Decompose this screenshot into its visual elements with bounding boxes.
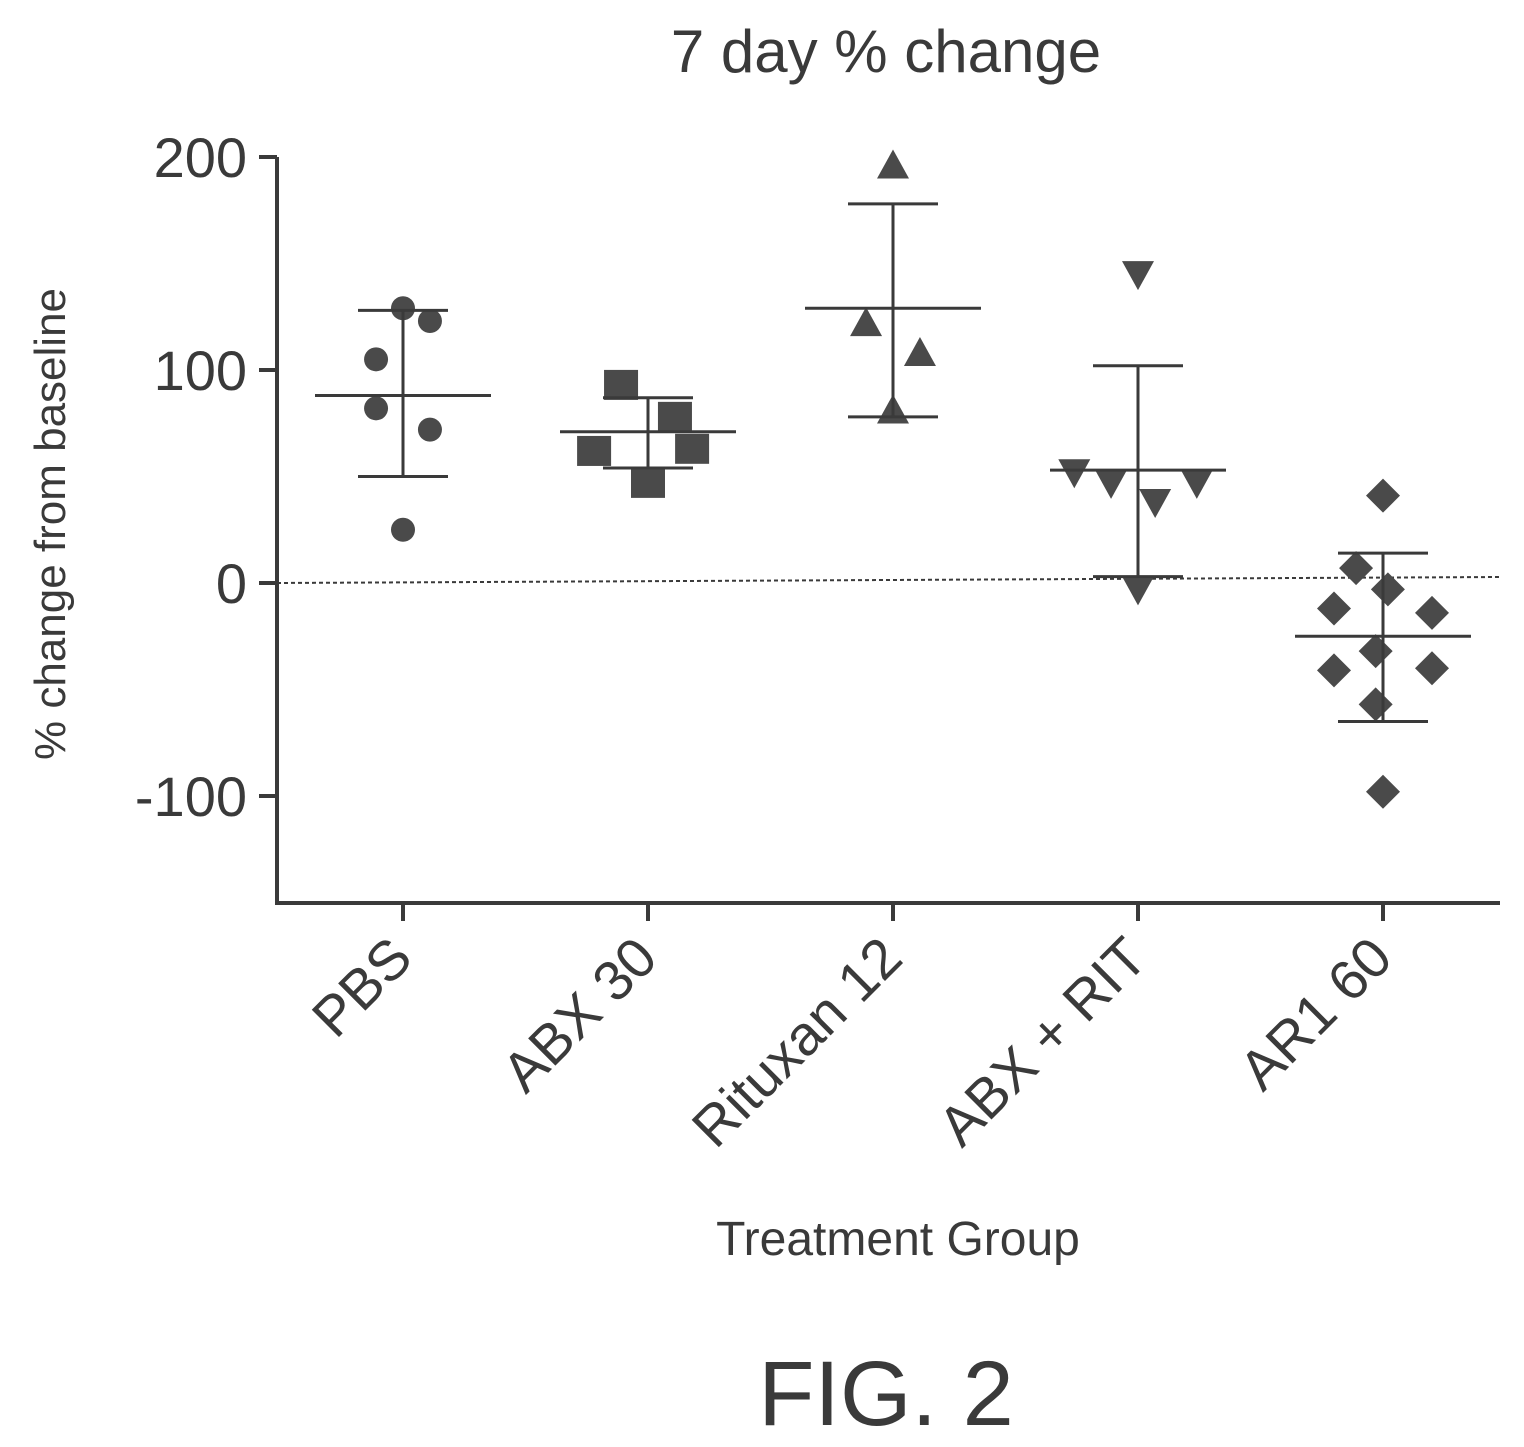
data-point (1095, 469, 1128, 499)
x-tick-label: ABX 30 (490, 925, 669, 1104)
data-point (364, 347, 389, 372)
y-tick-label: 0 (216, 552, 247, 615)
y-tick-label: -100 (135, 765, 247, 828)
data-point (577, 435, 612, 466)
data-point (903, 336, 936, 366)
figure-label: FIG. 2 (758, 1343, 1014, 1445)
data-point (391, 517, 415, 542)
data-point (1180, 469, 1213, 499)
data-point (1058, 459, 1091, 489)
data-point (1122, 261, 1154, 291)
data-point (850, 307, 883, 337)
data-point (631, 467, 665, 498)
data-point (1415, 651, 1449, 686)
data-point (1122, 576, 1154, 606)
data-point (364, 396, 389, 421)
x-tick-label: PBS (300, 925, 424, 1049)
data-point (877, 149, 909, 179)
data-point (604, 369, 639, 400)
plot-area: -100 0 100 200 PBS ABX 30 Rituxan 12 ABX + RIT A… (135, 126, 1501, 1159)
data-point (1139, 489, 1172, 519)
data-point (391, 296, 415, 321)
data-point (1366, 478, 1400, 513)
data-point (1339, 551, 1374, 586)
y-tick-label: 200 (154, 126, 247, 189)
x-tick-label: ABX + RIT (926, 925, 1159, 1158)
data-point (1366, 774, 1400, 809)
y-tick-label: 100 (154, 339, 247, 402)
data-point (417, 417, 442, 442)
y-axis-label: % change from baseline (26, 288, 75, 760)
x-axis-label: Treatment Group (716, 1213, 1080, 1266)
data-point (417, 309, 442, 334)
data-point (1358, 634, 1393, 669)
data-point (1317, 591, 1351, 626)
zero-reference-line (276, 576, 1501, 584)
chart-title: 7 day % change (671, 18, 1101, 85)
data-point (1370, 572, 1405, 607)
x-tick-label: Rituxan 12 (680, 925, 914, 1159)
data-point (657, 401, 692, 432)
data-point (1317, 653, 1351, 688)
x-tick-label: AR1 60 (1227, 925, 1404, 1102)
data-point (675, 433, 710, 464)
data-point (1358, 687, 1393, 722)
data-point (1415, 595, 1449, 630)
